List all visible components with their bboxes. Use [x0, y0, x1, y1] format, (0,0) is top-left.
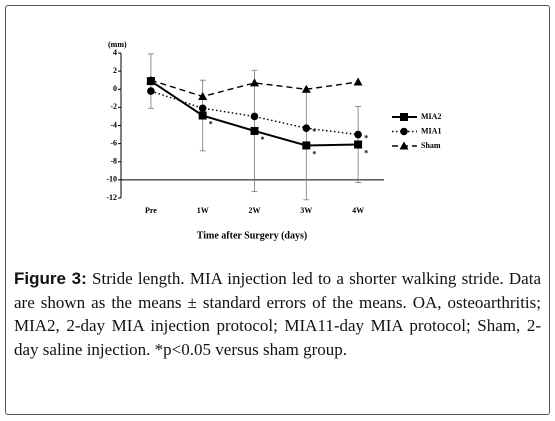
y-tick-label: 2	[113, 66, 117, 75]
figure-frame	[5, 5, 550, 415]
marker	[302, 141, 311, 150]
marker	[354, 140, 363, 149]
marker	[354, 130, 362, 139]
marker	[400, 113, 408, 121]
marker	[400, 127, 408, 136]
legend-label: Sham	[421, 141, 441, 150]
marker	[198, 104, 207, 113]
chart: (mm) Time after Surgery (days) -12 -10 -8 -…	[106, 40, 441, 241]
y-tick-label: -6	[110, 138, 117, 147]
significance-mark: *	[364, 148, 368, 157]
y-tick-label: -8	[110, 157, 117, 166]
y-tick-label: -12	[106, 193, 117, 202]
significance-mark: *	[209, 119, 213, 128]
marker	[301, 84, 311, 93]
marker	[250, 126, 259, 135]
marker	[147, 87, 155, 95]
marker	[399, 141, 409, 150]
marker	[302, 124, 311, 133]
x-tick-label: 3W	[300, 206, 312, 215]
y-tick-label: 0	[113, 84, 117, 93]
marker	[250, 78, 259, 87]
marker	[353, 77, 363, 86]
y-tick-label: -2	[110, 102, 117, 111]
x-tick-label: 1W	[197, 206, 209, 215]
caption: Figure 3: Stride length. MIA injection l…	[14, 267, 541, 361]
y-tick-label: -10	[106, 175, 117, 184]
x-tick-label: 2W	[249, 206, 261, 215]
caption-label: Figure 3:	[14, 269, 87, 288]
significance-mark: *	[312, 149, 316, 158]
x-tick-label: Pre	[145, 206, 157, 215]
marker	[250, 112, 259, 121]
y-tick-label: -4	[110, 120, 117, 129]
legend-label: MIA2	[421, 112, 441, 121]
significance-mark: *	[261, 135, 265, 144]
y-axis-label: (mm)	[108, 40, 127, 49]
x-tick-label: 4W	[352, 206, 364, 215]
marker	[198, 111, 207, 120]
y-tick-label: 4	[113, 48, 117, 57]
marker	[146, 75, 156, 84]
significance-mark: *	[312, 127, 316, 136]
series-line	[150, 90, 359, 136]
significance-mark: *	[364, 133, 368, 142]
marker	[198, 92, 208, 100]
caption-text: Stride length. MIA injection led to a sh…	[14, 269, 541, 359]
x-axis-label: Time after Surgery (days)	[197, 230, 307, 241]
legend-label: MIA1	[421, 126, 441, 135]
